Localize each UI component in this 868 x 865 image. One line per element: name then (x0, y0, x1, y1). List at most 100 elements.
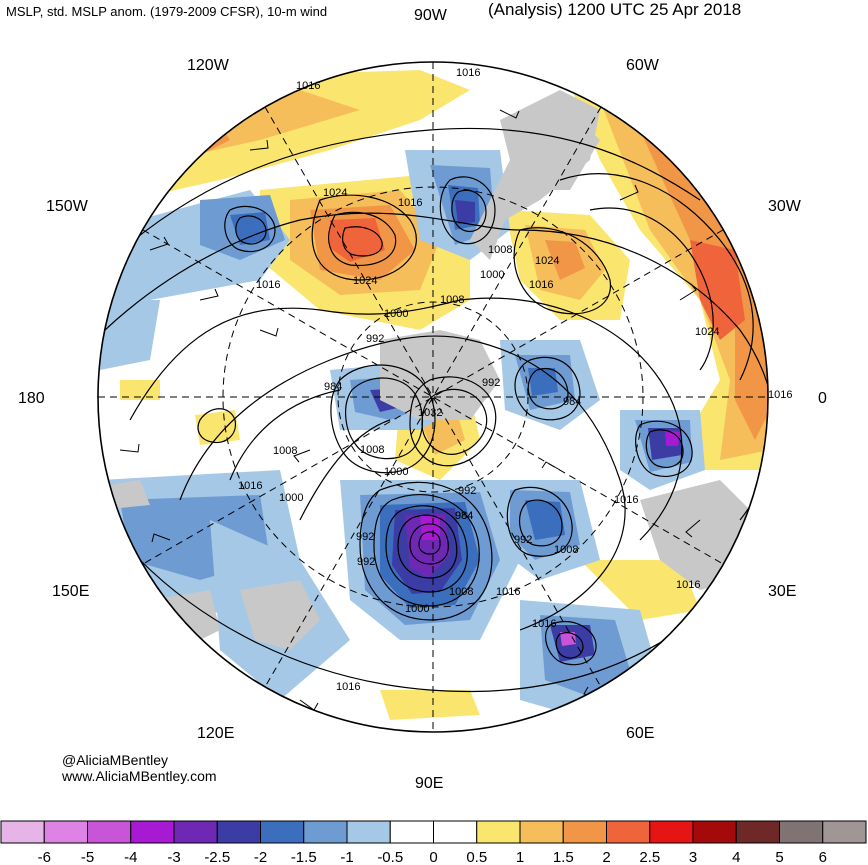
colorbar-swatch (692, 820, 737, 844)
colorbar-tick-label: -4 (124, 849, 137, 865)
map-boundary (97, 61, 769, 733)
graticule (98, 62, 768, 732)
isobar-label: 1016 (496, 586, 520, 598)
colorbar-tick-label: 1 (516, 849, 524, 865)
isobar-label: 1016 (676, 579, 700, 591)
isobar-label: 1016 (532, 618, 556, 630)
isobar-label: 1000 (384, 466, 408, 478)
colorbar-swatch (346, 820, 391, 844)
colorbar-swatches (0, 820, 867, 844)
isobar-label: 992 (356, 531, 374, 543)
colorbar-swatch (130, 820, 175, 844)
colorbar-swatch (735, 820, 780, 844)
isobar-label: 984 (455, 510, 473, 522)
lon-label-120w: 120W (187, 57, 230, 74)
isobar-label: 1016 (256, 279, 280, 291)
isobar-label: 1008 (440, 294, 464, 306)
colorbar-swatch (173, 820, 218, 844)
colorbar-swatch (476, 820, 521, 844)
colorbar-labels: -6 -5 -4 -3 -2.5 -2 -1.5 -1 -0.5 0 0.5 1 1.5 2 2.5 3 4 5 6 (38, 849, 827, 865)
colorbar-swatch (519, 820, 564, 844)
colorbar-tick-label: -1.5 (291, 849, 317, 865)
isobar-label: 1016 (336, 681, 360, 693)
analysis-time: (Analysis) 1200 UTC 25 Apr 2018 (488, 0, 742, 19)
isobar-label: 1032 (418, 407, 442, 419)
colorbar-swatch (260, 820, 305, 844)
isobar-label: 1008 (360, 444, 384, 456)
isobar-label: 1000 (405, 603, 429, 615)
isobar-label: 1024 (353, 275, 377, 287)
colorbar-tick-label: 4 (732, 849, 740, 865)
colorbar-tick-label: 2.5 (639, 849, 660, 865)
isobar-label: 984 (324, 381, 342, 393)
isobar-label: 1016 (238, 480, 262, 492)
lon-label-60w: 60W (626, 57, 660, 74)
colorbar-swatch (433, 820, 478, 844)
isobar-label: 1016 (296, 80, 320, 92)
colorbar-swatch (562, 820, 607, 844)
colorbar-swatch (0, 820, 45, 844)
isobar-label: 1016 (529, 279, 553, 291)
colorbar-tick-label: -0.5 (377, 849, 403, 865)
lon-label-30w: 30W (768, 198, 802, 215)
lon-label-60e: 60E (626, 725, 654, 742)
colorbar-swatch (303, 820, 348, 844)
isobar-label: 992 (458, 485, 476, 497)
isobar-label: 1024 (695, 326, 719, 338)
longitude-labels: 90W 120W 60W 150W 30W 180 0 150E 30E 120… (18, 7, 827, 792)
lon-label-120e: 120E (197, 725, 234, 742)
anomaly-colorbar: -6 -5 -4 -3 -2.5 -2 -1.5 -1 -0.5 0 0.5 1 1.5 2 2.5 3 4 5 6 (0, 820, 867, 865)
colorbar-swatch (606, 820, 651, 844)
lon-label-90w: 90W (414, 7, 448, 24)
lon-label-150e: 150E (52, 583, 89, 600)
isobar-label: 992 (357, 556, 375, 568)
isobar-label: 1016 (398, 197, 422, 209)
author-website[interactable]: www.AliciaMBentley.com (62, 768, 217, 784)
isobar-label: 1016 (768, 389, 792, 401)
colorbar-swatch (649, 820, 694, 844)
isobar-label: 1024 (535, 255, 559, 267)
colorbar-tick-label: 0.5 (466, 849, 487, 865)
colorbar-tick-label: 2 (602, 849, 610, 865)
colorbar-tick-label: 3 (689, 849, 697, 865)
lon-label-30e: 30E (768, 583, 796, 600)
isobar-labels: 1016 1016 1024 1016 1016 1024 1008 1000 … (238, 67, 792, 693)
colorbar-swatch (779, 820, 824, 844)
lon-label-0: 0 (818, 390, 827, 407)
colorbar-tick-label: -2.5 (204, 849, 230, 865)
colorbar-swatch (822, 820, 867, 844)
colorbar-swatch (43, 820, 88, 844)
isobar-label: 1000 (480, 269, 504, 281)
polar-stereographic-map: 90W 120W 60W 150W 30W 180 0 150E 30E 120… (18, 7, 827, 792)
isobar-label: 992 (366, 333, 384, 345)
lon-label-90e: 90E (415, 775, 443, 792)
colorbar-tick-label: -5 (81, 849, 94, 865)
colorbar-tick-label: -6 (38, 849, 51, 865)
isobar-label: 1008 (554, 544, 578, 556)
colorbar-tick-label: 0 (429, 849, 437, 865)
author-handle: @AliciaMBentley (62, 752, 169, 768)
colorbar-swatch (87, 820, 132, 844)
isobar-label: 1008 (449, 586, 473, 598)
lon-label-150w: 150W (46, 198, 89, 215)
isobar-label: 984 (455, 510, 473, 522)
isobar-label: 1008 (273, 445, 297, 457)
isobar-label: 992 (482, 377, 500, 389)
isobar-label: 1000 (279, 492, 303, 504)
colorbar-tick-label: -2 (254, 849, 267, 865)
isobar-label: 992 (514, 534, 532, 546)
isobar-label: 1016 (456, 67, 480, 79)
map-title: MSLP, std. MSLP anom. (1979-2009 CFSR), … (6, 4, 328, 19)
colorbar-tick-label: -1 (340, 849, 353, 865)
colorbar-swatch (216, 820, 261, 844)
colorbar-tick-label: 5 (775, 849, 783, 865)
isobar-label: 1008 (488, 244, 512, 256)
isobar-label: 1016 (614, 494, 638, 506)
isobar-label: 1024 (323, 187, 347, 199)
isobar-label: 1000 (384, 308, 408, 320)
colorbar-tick-label: 1.5 (553, 849, 574, 865)
colorbar-tick-label: -3 (167, 849, 180, 865)
isobar-contours (104, 127, 768, 693)
isobar-label: 984 (563, 396, 581, 408)
lon-label-180: 180 (18, 390, 45, 407)
